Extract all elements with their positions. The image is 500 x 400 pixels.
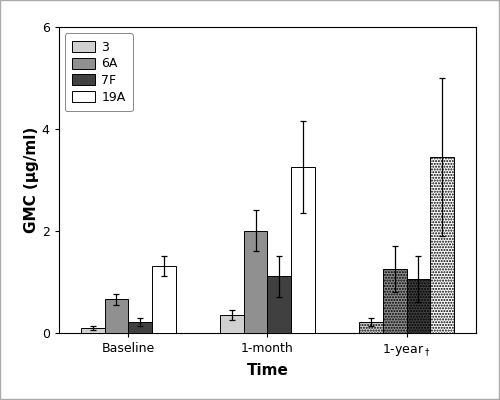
- Bar: [152, 266, 176, 332]
- Bar: [244, 231, 268, 332]
- Bar: [268, 276, 291, 332]
- Y-axis label: GMC (μg/ml): GMC (μg/ml): [24, 126, 39, 233]
- X-axis label: Time: Time: [246, 363, 288, 378]
- Bar: [104, 300, 128, 332]
- Bar: [81, 328, 104, 332]
- Legend: 3, 6A, 7F, 19A: 3, 6A, 7F, 19A: [65, 33, 133, 111]
- Bar: [291, 167, 314, 332]
- Bar: [359, 322, 383, 332]
- Bar: [383, 269, 406, 332]
- Bar: [406, 279, 430, 332]
- Bar: [128, 322, 152, 332]
- Bar: [220, 315, 244, 332]
- Bar: [430, 157, 454, 332]
